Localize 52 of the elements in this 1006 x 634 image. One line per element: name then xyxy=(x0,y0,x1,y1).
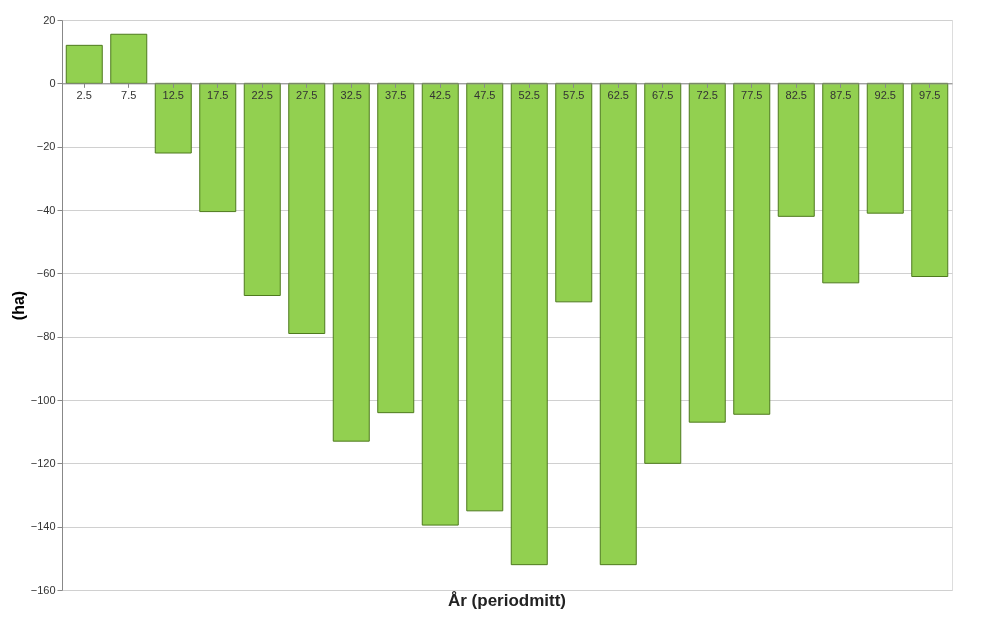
x-tick-label: 77.5 xyxy=(741,88,763,101)
y-tick-label: 20 xyxy=(43,13,56,26)
bar xyxy=(555,82,593,303)
x-tick-label: 27.5 xyxy=(296,88,318,101)
x-tick-label: 87.5 xyxy=(830,88,852,101)
bar xyxy=(822,82,860,284)
bar xyxy=(911,82,949,277)
y-tick-label: −140 xyxy=(30,520,56,533)
x-tick-label: 22.5 xyxy=(251,88,273,101)
x-tick-label: 57.5 xyxy=(563,88,585,101)
x-tick-label: 2.5 xyxy=(76,88,92,101)
y-tick-label: −160 xyxy=(30,583,56,596)
bar xyxy=(110,33,148,84)
y-tick-label: −100 xyxy=(30,393,56,406)
x-tick-label: 52.5 xyxy=(518,88,540,101)
y-tick-label: −40 xyxy=(36,203,56,216)
bar xyxy=(510,82,548,566)
y-tick-label: −120 xyxy=(30,456,56,469)
bar xyxy=(466,82,504,512)
x-tick-label: 67.5 xyxy=(652,88,674,101)
bar xyxy=(199,82,237,213)
y-axis-title: (ha) xyxy=(9,290,27,321)
bar xyxy=(421,82,459,526)
x-tick-label: 72.5 xyxy=(696,88,718,101)
y-tick-label: −80 xyxy=(36,330,56,343)
y-tick-label: −20 xyxy=(36,140,56,153)
bar xyxy=(644,82,682,464)
bar xyxy=(777,82,815,217)
bar xyxy=(288,82,326,334)
y-tick-label: −60 xyxy=(36,266,56,279)
x-tick-label: 47.5 xyxy=(474,88,496,101)
bar xyxy=(377,82,415,414)
bar xyxy=(154,82,192,154)
bar xyxy=(65,44,103,84)
x-tick-label: 12.5 xyxy=(162,88,184,101)
x-tick-label: 92.5 xyxy=(874,88,896,101)
x-tick-label: 42.5 xyxy=(429,88,451,101)
x-tick-label: 97.5 xyxy=(919,88,941,101)
x-tick-label: 17.5 xyxy=(207,88,229,101)
x-tick-label: 37.5 xyxy=(385,88,407,101)
x-tick-label: 82.5 xyxy=(785,88,807,101)
bar xyxy=(332,82,370,442)
y-tick-label: 0 xyxy=(49,76,56,89)
bar xyxy=(688,82,726,423)
x-tick-label: 32.5 xyxy=(340,88,362,101)
bar xyxy=(599,82,637,566)
bar xyxy=(243,82,281,296)
x-tick-label: 7.5 xyxy=(121,88,137,101)
bar xyxy=(733,82,771,415)
x-axis-title: År (periodmitt) xyxy=(447,591,567,610)
x-tick-label: 62.5 xyxy=(607,88,629,101)
bar xyxy=(866,82,904,214)
